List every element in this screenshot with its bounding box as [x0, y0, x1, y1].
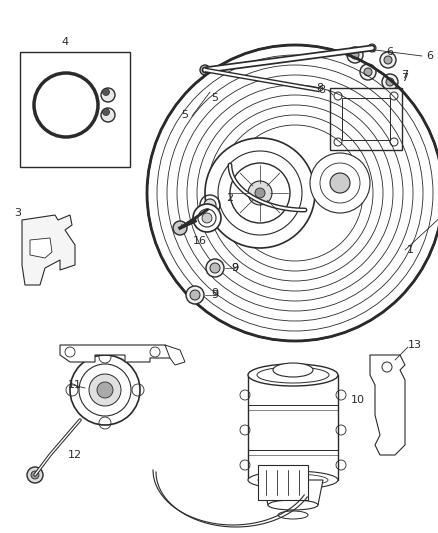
Ellipse shape: [248, 471, 338, 489]
Circle shape: [351, 51, 359, 59]
Polygon shape: [22, 215, 75, 285]
Bar: [258, 465, 308, 500]
Circle shape: [206, 259, 224, 277]
Circle shape: [27, 467, 43, 483]
Circle shape: [386, 78, 394, 86]
Circle shape: [382, 74, 398, 90]
Circle shape: [31, 471, 39, 479]
Text: 9: 9: [212, 290, 219, 300]
Bar: [330, 88, 402, 150]
Text: 9: 9: [212, 288, 219, 298]
Polygon shape: [263, 480, 323, 505]
Bar: [20, 52, 130, 167]
Circle shape: [101, 88, 115, 102]
Text: 5: 5: [212, 93, 219, 103]
Text: 16: 16: [193, 236, 207, 246]
Text: 12: 12: [68, 450, 82, 460]
Ellipse shape: [273, 363, 313, 377]
Polygon shape: [60, 345, 170, 362]
Circle shape: [310, 153, 370, 213]
Circle shape: [97, 382, 113, 398]
Circle shape: [360, 64, 376, 80]
Circle shape: [347, 47, 363, 63]
Ellipse shape: [278, 511, 308, 519]
Text: 11: 11: [68, 380, 82, 390]
Circle shape: [205, 138, 315, 248]
Circle shape: [248, 181, 272, 205]
Text: 13: 13: [408, 340, 422, 350]
Text: 9: 9: [231, 263, 239, 273]
Circle shape: [102, 88, 110, 95]
Circle shape: [364, 68, 372, 76]
Text: 8: 8: [316, 83, 324, 93]
Polygon shape: [30, 238, 52, 258]
Circle shape: [190, 290, 200, 300]
Polygon shape: [370, 355, 405, 455]
Text: 1: 1: [406, 245, 413, 255]
Text: 4: 4: [61, 37, 69, 47]
Bar: [342, 98, 390, 140]
Circle shape: [89, 374, 121, 406]
Circle shape: [102, 109, 110, 116]
Text: 2: 2: [226, 193, 233, 203]
Ellipse shape: [248, 364, 338, 386]
Text: 6: 6: [386, 47, 393, 57]
Text: 5: 5: [181, 110, 188, 120]
Circle shape: [380, 52, 396, 68]
Text: 9: 9: [231, 263, 239, 273]
Circle shape: [210, 263, 220, 273]
Circle shape: [173, 221, 187, 235]
Polygon shape: [165, 345, 185, 365]
Text: 10: 10: [351, 395, 365, 405]
Circle shape: [255, 188, 265, 198]
Text: 8: 8: [318, 85, 325, 95]
Text: 3: 3: [14, 208, 21, 218]
Circle shape: [200, 65, 210, 75]
Circle shape: [186, 286, 204, 304]
Circle shape: [368, 44, 376, 52]
Text: 6: 6: [427, 51, 434, 61]
Circle shape: [193, 204, 221, 232]
Text: 7: 7: [402, 73, 409, 83]
Circle shape: [384, 56, 392, 64]
Circle shape: [101, 108, 115, 122]
Circle shape: [230, 163, 290, 223]
Ellipse shape: [268, 500, 318, 510]
Circle shape: [70, 355, 140, 425]
Bar: [248, 375, 338, 480]
Circle shape: [204, 199, 216, 211]
Text: 7: 7: [402, 70, 409, 80]
Circle shape: [202, 213, 212, 223]
Circle shape: [330, 173, 350, 193]
